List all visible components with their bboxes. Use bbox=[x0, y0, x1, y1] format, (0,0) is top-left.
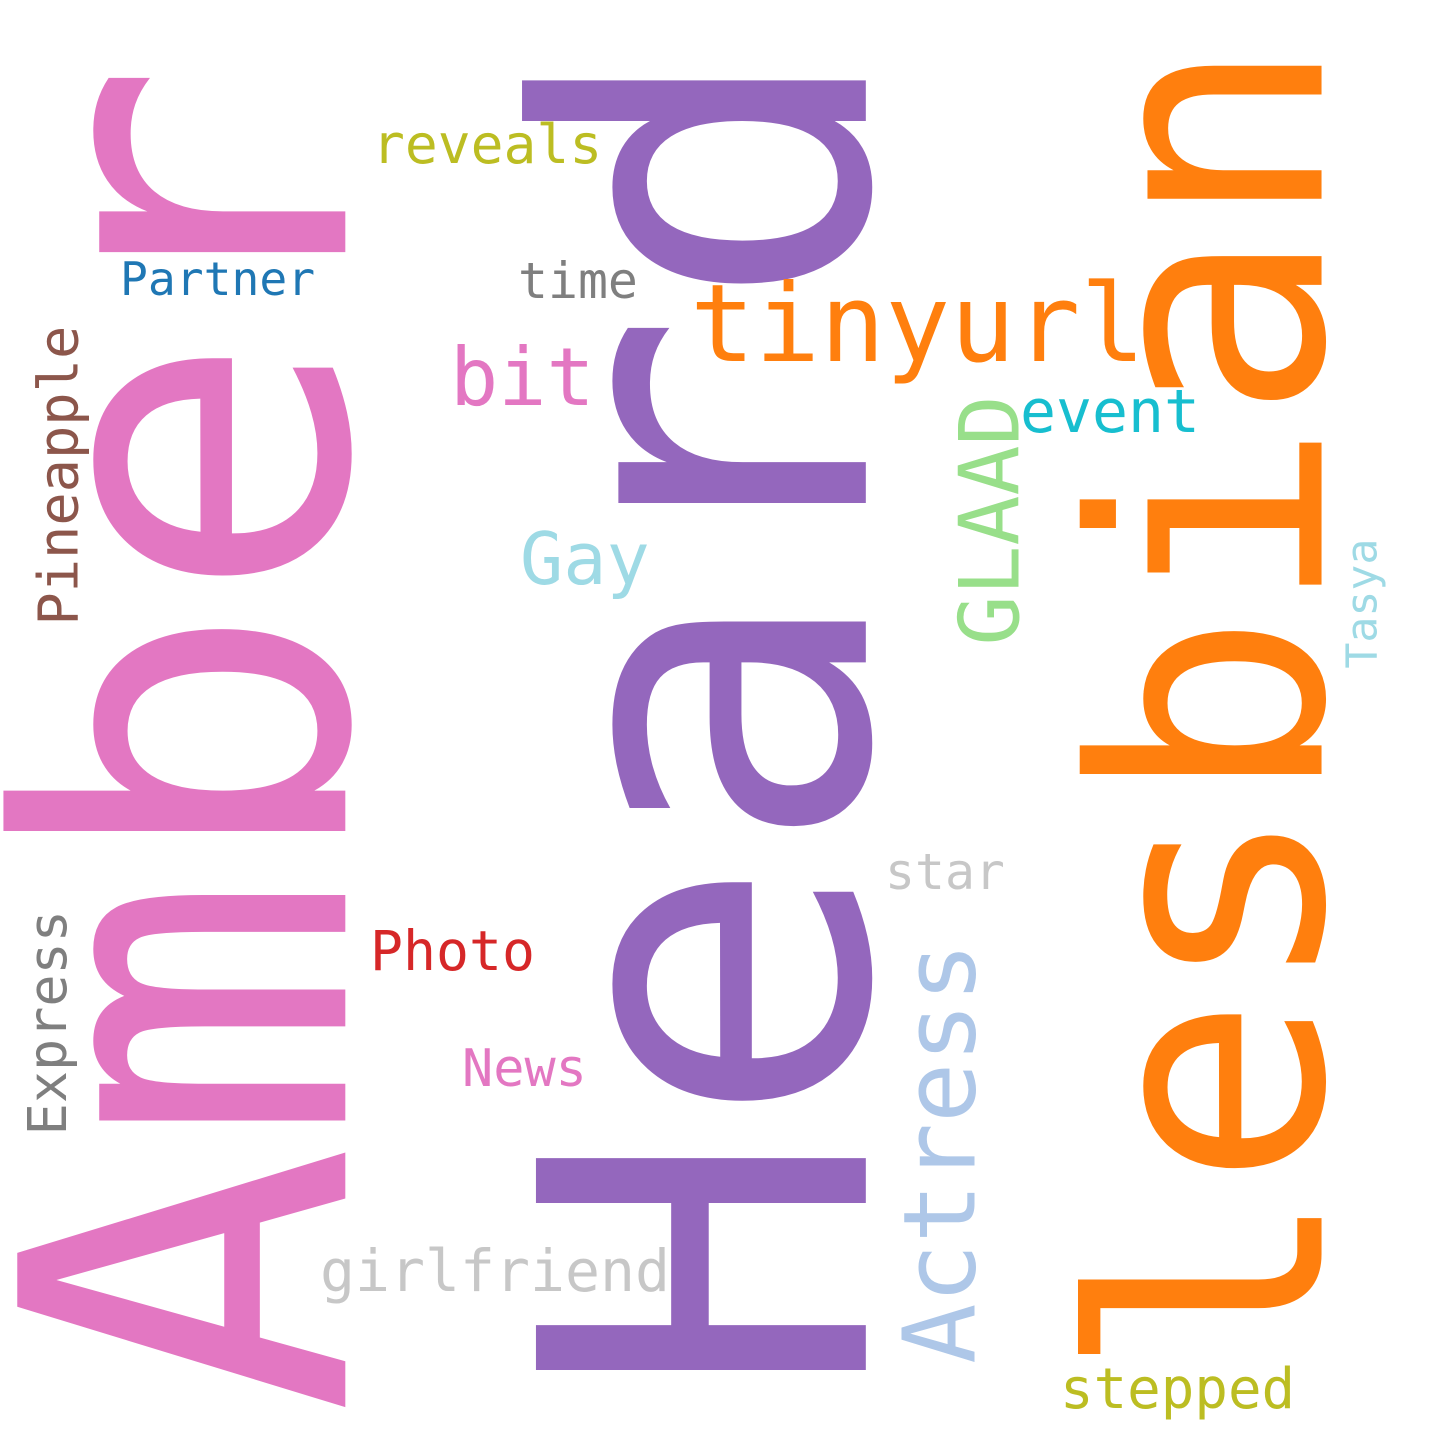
word-girlfriend: girlfriend bbox=[320, 1237, 670, 1305]
word-heard: Heard bbox=[445, 38, 973, 1401]
word-tinyurl: tinyurl bbox=[690, 262, 1146, 387]
word-actress: Actress bbox=[881, 941, 999, 1364]
word-reveals: reveals bbox=[372, 111, 603, 176]
word-event: event bbox=[1020, 376, 1201, 447]
word-pineapple: Pineapple bbox=[27, 325, 92, 626]
word-tasya: Tasya bbox=[1336, 538, 1387, 669]
word-time: time bbox=[518, 252, 638, 310]
word-star: star bbox=[885, 843, 1005, 901]
word-bit: bit bbox=[450, 330, 595, 424]
word-photo: Photo bbox=[370, 918, 535, 983]
word-stepped: stepped bbox=[1060, 1356, 1296, 1422]
word-news: News bbox=[462, 1039, 587, 1099]
word-partner: Partner bbox=[120, 252, 316, 306]
word-express: Express bbox=[15, 910, 79, 1136]
word-gay: Gay bbox=[520, 517, 650, 601]
word-lesbian: lesbian bbox=[1027, 37, 1398, 1379]
